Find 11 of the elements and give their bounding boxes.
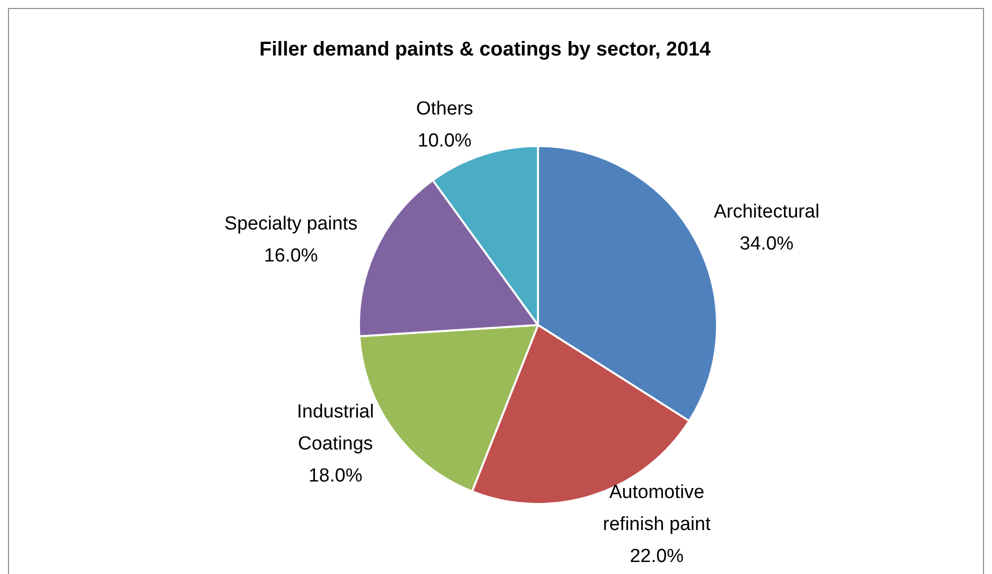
data-label: 10.0% xyxy=(418,130,472,152)
data-label: 16.0% xyxy=(264,245,318,266)
slice-label: Architectural xyxy=(714,202,820,223)
slice-label: Industrial Coatings xyxy=(296,401,374,454)
data-label: 18.0% xyxy=(308,465,362,486)
slice-label: Others xyxy=(416,98,474,120)
slice-label: Automotive refinish paint xyxy=(602,482,712,535)
chart-title: Filler demand paints & coatings by sector, 2014 xyxy=(259,38,712,61)
data-label: 34.0% xyxy=(740,234,794,255)
slice-label: Specialty paints xyxy=(224,213,358,234)
data-label: 22.0% xyxy=(630,546,684,567)
